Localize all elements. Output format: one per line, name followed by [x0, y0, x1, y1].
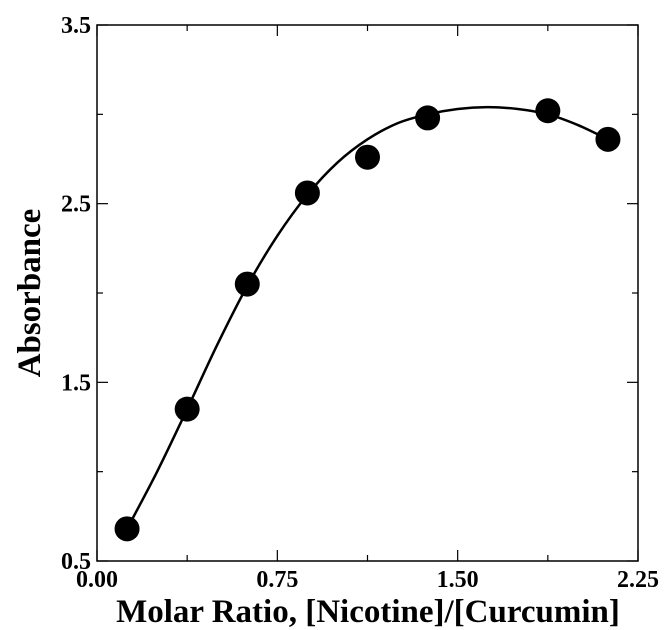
data-point [114, 516, 140, 542]
x-tick-label: 0.75 [256, 567, 298, 593]
data-point [234, 271, 260, 297]
tick-labels: 0.00 0.75 1.50 2.25 0.5 1.5 2.5 3.5 [61, 13, 659, 593]
data-points [114, 98, 621, 542]
x-tick-label: 2.25 [617, 567, 659, 593]
x-tick-label: 0.00 [76, 567, 118, 593]
y-tick-label: 1.5 [61, 370, 91, 396]
axis-ticks [96, 24, 639, 562]
y-axis-title: Absorbance [12, 209, 48, 378]
data-point [355, 144, 380, 170]
data-point [294, 180, 320, 206]
y-tick-label: 0.5 [61, 549, 91, 575]
y-tick-label: 3.5 [61, 13, 91, 39]
data-point [415, 105, 441, 131]
x-axis-title: Molar Ratio, [Nicotine]/[Curcumin] [116, 594, 620, 630]
data-point [174, 396, 200, 422]
y-tick-label: 2.5 [61, 192, 91, 218]
data-point [535, 98, 561, 124]
fit-curve [125, 105, 609, 530]
data-point [595, 126, 621, 152]
x-tick-label: 1.50 [437, 567, 479, 593]
